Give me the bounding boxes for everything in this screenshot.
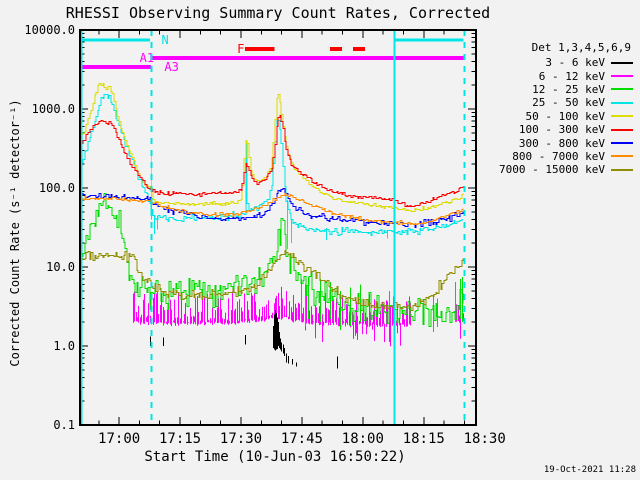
legend-item: 6 - 12 keV: [483, 69, 633, 83]
svg-text:18:30: 18:30: [464, 431, 506, 447]
x-axis-label: Start Time (10-Jun-03 16:50:22): [144, 449, 406, 465]
y-axis-label: Corrected Count Rate (s⁻¹ detector⁻¹): [8, 99, 22, 367]
svg-text:A1: A1: [140, 51, 154, 65]
legend-item: 3 - 6 keV: [483, 56, 633, 69]
legend-item: 12 - 25 keV: [483, 83, 633, 96]
svg-text:17:45: 17:45: [281, 431, 323, 447]
legend-swatch: [611, 61, 633, 64]
svg-text:10.0: 10.0: [46, 260, 75, 274]
legend-item-label: 50 - 100 keV: [525, 109, 605, 123]
svg-text:N: N: [162, 33, 169, 47]
svg-text:0.1: 0.1: [53, 418, 75, 432]
legend-rows: 3 - 6 keV 6 - 12 keV 12 - 25 keV 25 - 50 ke…: [483, 56, 633, 177]
svg-text:1.0: 1.0: [53, 339, 75, 353]
legend-swatch: [611, 155, 633, 158]
svg-text:18:15: 18:15: [403, 431, 445, 447]
series-6-12keV: [133, 286, 464, 347]
legend-item: 7000 - 15000 keV: [483, 163, 633, 176]
legend-item-label: 3 - 6 keV: [545, 56, 605, 70]
svg-text:A3: A3: [164, 60, 178, 74]
legend-swatch: [611, 168, 633, 171]
legend-item-label: 12 - 25 keV: [532, 82, 605, 96]
svg-text:17:00: 17:00: [98, 431, 140, 447]
timestamp: 19-Oct-2021 11:28: [543, 465, 636, 475]
legend-item-label: 800 - 7000 keV: [512, 149, 605, 163]
legend-item: 300 - 800 keV: [483, 136, 633, 150]
legend-item: 100 - 300 keV: [483, 123, 633, 136]
legend-item: 50 - 100 keV: [483, 110, 633, 123]
series-50-100keV: [80, 82, 464, 213]
legend-swatch: [611, 142, 633, 145]
legend-item: 25 - 50 keV: [483, 96, 633, 109]
legend: Det 1,3,4,5,6,9 3 - 6 keV 6 - 12 keV 12 - …: [483, 41, 633, 177]
legend-item-label: 7000 - 15000 keV: [499, 163, 605, 177]
legend-item: 800 - 7000 keV: [483, 150, 633, 163]
svg-text:17:15: 17:15: [159, 431, 201, 447]
legend-item-label: 25 - 50 keV: [532, 96, 605, 110]
legend-title: Det 1,3,4,5,6,9: [531, 41, 631, 54]
svg-text:1000.0: 1000.0: [32, 102, 75, 116]
legend-swatch: [611, 115, 633, 118]
legend-swatch: [611, 101, 633, 104]
svg-text:10000.0: 10000.0: [24, 23, 75, 37]
svg-text:100.0: 100.0: [39, 181, 75, 195]
svg-text:17:30: 17:30: [220, 431, 262, 447]
svg-text:F: F: [237, 42, 244, 56]
series-100-300keV: [80, 114, 464, 208]
series-3-6keV: [149, 310, 339, 369]
legend-swatch: [611, 128, 633, 131]
series-7000-15000keV: [80, 249, 464, 312]
legend-item-label: 300 - 800 keV: [518, 136, 605, 150]
svg-text:18:00: 18:00: [342, 431, 384, 447]
legend-item-label: 6 - 12 keV: [538, 69, 605, 83]
legend-item-label: 100 - 300 keV: [518, 123, 605, 137]
legend-swatch: [611, 75, 633, 78]
chart-title: RHESSI Observing Summary Count Rates, Co…: [65, 4, 491, 22]
legend-swatch: [611, 88, 633, 91]
series-800-7000keV: [80, 192, 464, 226]
